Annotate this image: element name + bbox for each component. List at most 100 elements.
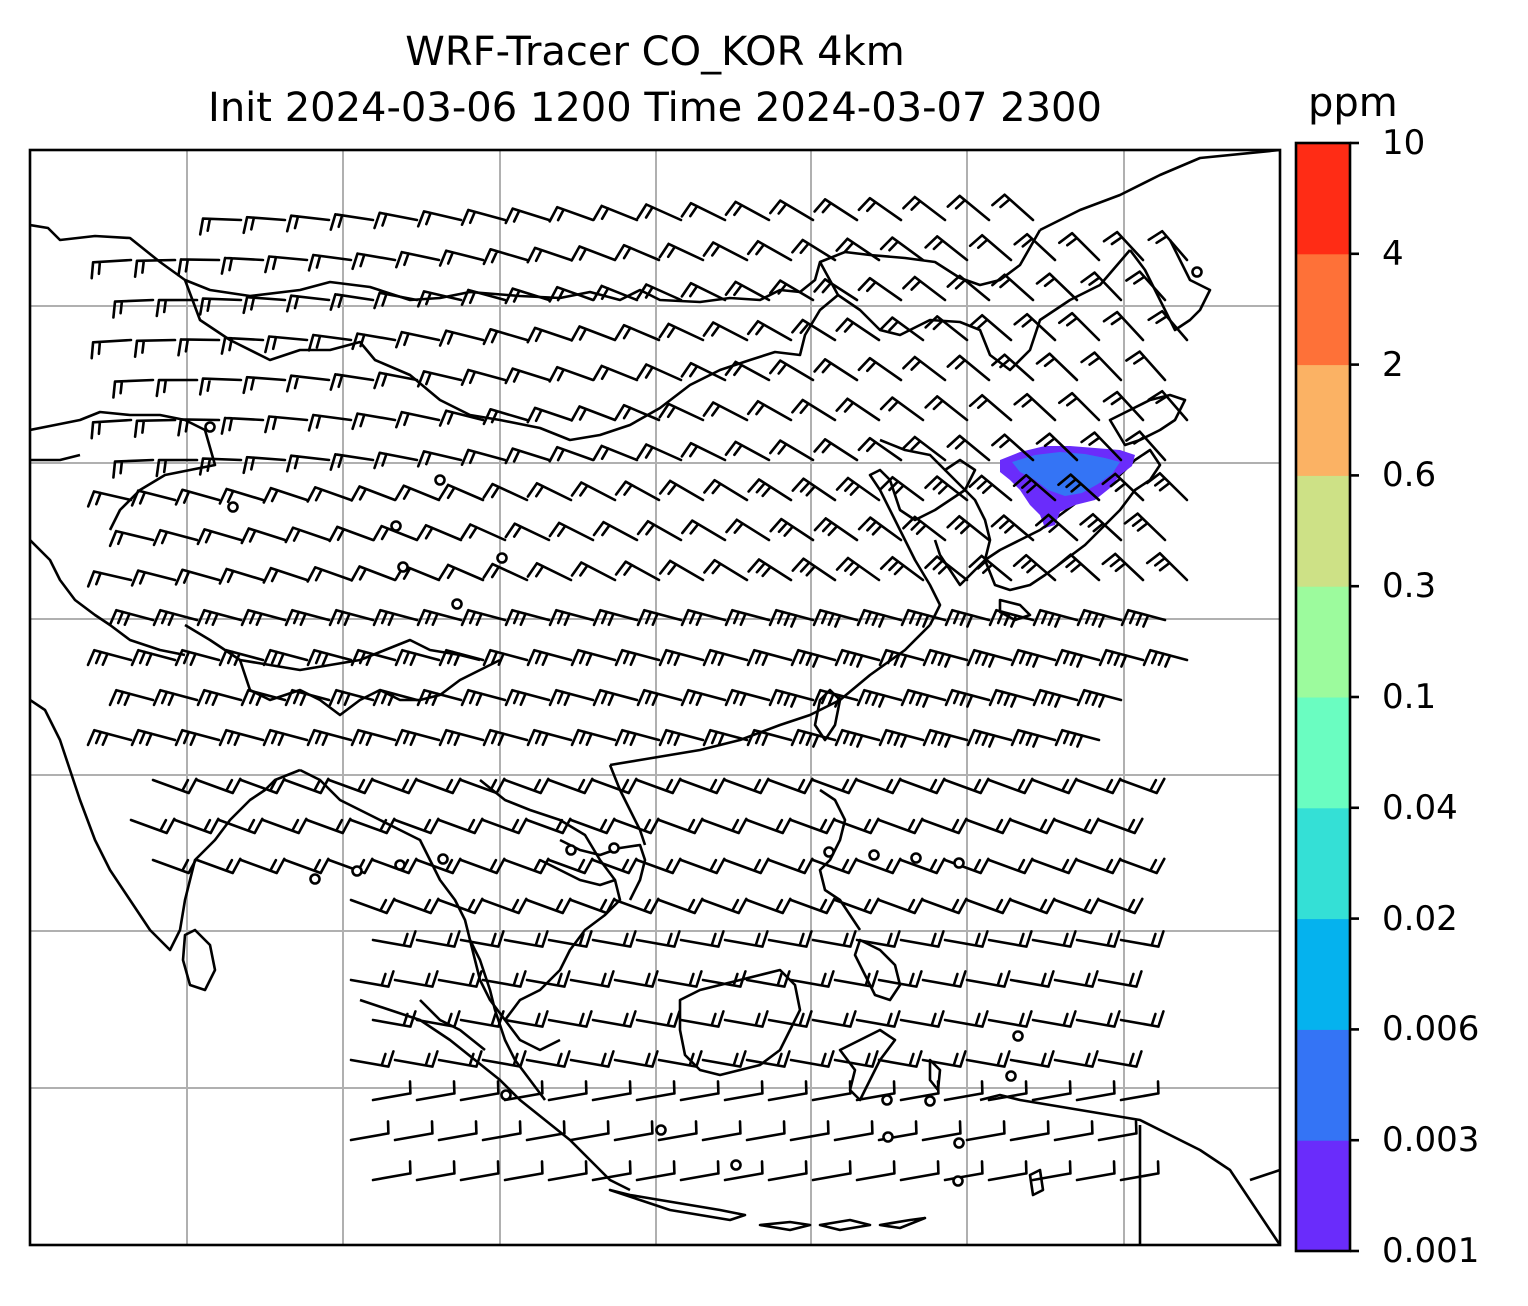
wind-barb: [1053, 970, 1099, 988]
wind-barb: [857, 436, 903, 462]
wind-barb: [504, 207, 551, 225]
wind-barb: [306, 728, 353, 747]
wind-barb: [1145, 552, 1189, 582]
wind-barb: [834, 728, 881, 748]
wind-barb: [635, 1080, 676, 1102]
wind-barb: [351, 252, 397, 271]
wind-barb: [569, 1050, 615, 1068]
wind-barb: [701, 1120, 742, 1142]
colorbar-segment: [1296, 253, 1350, 366]
wind-barb: [1119, 1010, 1165, 1028]
wind-barb: [196, 608, 243, 627]
wind-barb: [1013, 312, 1057, 342]
wind-barb: [855, 857, 902, 875]
wind-barb: [218, 567, 265, 585]
wind-barb: [835, 476, 881, 502]
wind-barb: [723, 1080, 764, 1102]
wind-barb: [373, 211, 419, 230]
wind-barb: [196, 688, 243, 707]
wind-barb: [437, 1120, 478, 1142]
wind-barb: [438, 409, 485, 427]
wind-barb: [218, 487, 265, 505]
wind-barb: [591, 1010, 637, 1028]
wind-barb: [548, 608, 595, 627]
wind-barb: [681, 519, 727, 542]
wind-barb: [614, 648, 661, 667]
wind-barb: [902, 435, 947, 462]
wind-barb: [1098, 648, 1145, 668]
chart-subtitle: Init 2024-03-06 1200 Time 2024-03-07 230…: [208, 85, 1102, 131]
wind-barb: [1125, 270, 1167, 302]
wind-barb: [460, 208, 507, 226]
wind-barb: [769, 359, 815, 382]
wind-barb: [349, 897, 396, 915]
wind-barb: [658, 402, 705, 422]
wind-barb: [525, 817, 572, 835]
wind-barb: [395, 410, 441, 429]
wind-barb: [570, 648, 617, 667]
wind-barb: [1102, 230, 1145, 262]
wind-barb: [372, 608, 419, 627]
wind-barb: [526, 648, 573, 667]
wind-barb: [196, 528, 243, 546]
wind-barb: [242, 215, 287, 235]
wind-barb: [790, 728, 837, 748]
colorbar-tick-label: 0.3: [1382, 566, 1437, 607]
wind-barb: [349, 1050, 395, 1068]
wind-barb: [900, 688, 947, 708]
wind-barb: [350, 728, 397, 747]
wind-barb: [921, 970, 967, 988]
wind-barb: [879, 236, 925, 262]
colorbar-tick-label: 0.001: [1382, 1231, 1480, 1271]
wind-barb: [393, 1050, 439, 1068]
wind-barb: [592, 444, 639, 462]
wind-barb: [1097, 897, 1144, 915]
wind-barb: [987, 777, 1034, 795]
wind-barb: [1058, 391, 1101, 422]
map-frame: [28, 148, 1282, 1247]
wind-barb: [460, 688, 507, 707]
wind-barb: [393, 1120, 434, 1142]
wind-barb: [415, 930, 461, 948]
wind-barb: [504, 447, 551, 465]
wind-barb: [879, 556, 925, 582]
wind-barb: [636, 203, 683, 222]
wind-barb: [1058, 311, 1101, 342]
wind-barb: [946, 274, 991, 302]
wind-barb: [1009, 1120, 1050, 1142]
wind-barb: [1057, 473, 1101, 502]
wind-barb: [636, 608, 683, 627]
wind-barb: [943, 777, 990, 795]
wind-barb: [307, 413, 353, 432]
wind-barb: [482, 408, 529, 426]
wind-barb: [899, 1160, 940, 1182]
wind-barb: [395, 250, 441, 269]
wind-barb: [636, 443, 683, 462]
wind-barb: [393, 817, 440, 835]
wind-barb: [921, 1050, 967, 1068]
wind-barb: [1031, 1160, 1072, 1182]
wind-barb: [789, 970, 835, 988]
wind-barb: [285, 294, 331, 313]
wind-barb: [921, 897, 968, 915]
wind-barb: [614, 560, 661, 582]
wind-barb: [415, 1010, 461, 1028]
wind-barb: [548, 205, 595, 223]
wind-barb: [112, 298, 155, 319]
wind-barb: [592, 688, 639, 707]
wind-barb: [635, 1160, 676, 1182]
wind-barb: [373, 371, 419, 390]
wind-barb: [416, 524, 463, 542]
wind-barb: [285, 454, 331, 473]
colorbar-segment: [1296, 807, 1350, 920]
wind-barb: [680, 608, 727, 627]
wind-barb: [1031, 930, 1077, 948]
wind-barb: [133, 338, 177, 358]
wind-barb: [1142, 648, 1189, 668]
wind-barb: [503, 857, 550, 875]
wind-barb: [1080, 431, 1123, 462]
wind-barb: [658, 322, 705, 342]
wind-barb: [877, 970, 923, 988]
wind-barb: [813, 438, 859, 462]
wind-barb: [416, 450, 463, 468]
